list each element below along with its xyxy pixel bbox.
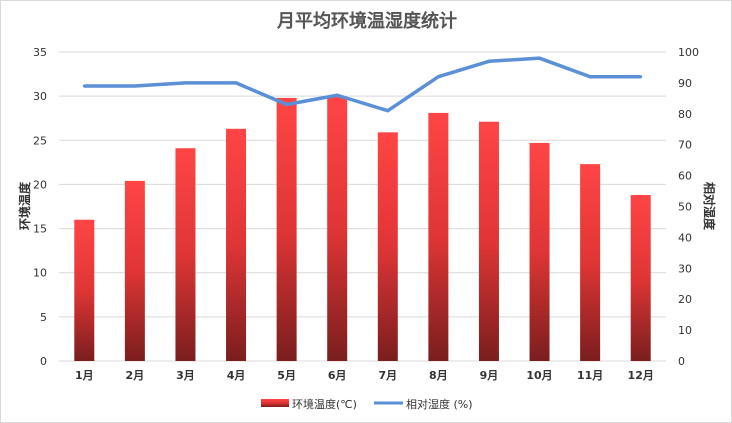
line-humidity xyxy=(84,56,641,113)
point-humidity xyxy=(285,103,289,107)
x-tick-label: 9月 xyxy=(480,369,499,382)
x-tick-label: 2月 xyxy=(126,369,145,382)
x-tick-label: 11月 xyxy=(577,369,603,382)
point-humidity xyxy=(133,84,137,88)
y2-tick-label: 30 xyxy=(678,262,692,275)
point-humidity xyxy=(234,81,238,85)
bar-temperature xyxy=(276,97,297,361)
y-tick-label: 35 xyxy=(33,46,47,59)
point-humidity xyxy=(335,93,339,97)
y2-tick-label: 60 xyxy=(678,170,692,183)
x-tick-label: 6月 xyxy=(328,369,347,382)
y2-tick-label: 70 xyxy=(678,139,692,152)
y-tick-label: 10 xyxy=(33,267,47,280)
x-tick-label: 3月 xyxy=(176,369,195,382)
bar-temperature xyxy=(529,142,550,361)
x-tick-label: 1月 xyxy=(75,369,94,382)
point-humidity xyxy=(588,75,592,79)
y-tick-label: 0 xyxy=(40,355,47,368)
point-humidity xyxy=(538,56,542,60)
x-tick-label: 8月 xyxy=(429,369,448,382)
y2-axis-label: 相对湿度 xyxy=(702,182,717,231)
x-tick-label: 10月 xyxy=(526,369,552,382)
point-humidity xyxy=(82,84,86,88)
bar-temperature xyxy=(124,180,145,361)
y-tick-label: 30 xyxy=(33,90,47,103)
bar-temperature xyxy=(175,148,196,361)
point-humidity xyxy=(639,75,643,79)
y2-tick-label: 100 xyxy=(678,46,699,59)
point-humidity xyxy=(436,75,440,79)
point-humidity xyxy=(386,109,390,113)
y-tick-label: 20 xyxy=(33,178,47,191)
point-humidity xyxy=(487,59,491,63)
y2-tick-label: 20 xyxy=(678,293,692,306)
bar-temperature xyxy=(327,97,348,362)
y2-tick-label: 80 xyxy=(678,108,692,121)
y2-tick-label: 0 xyxy=(678,355,685,368)
y2-tick-label: 40 xyxy=(678,231,692,244)
bar-temperature xyxy=(580,164,601,361)
legend: 环境温度(℃) 相对湿度 (%) xyxy=(261,397,473,411)
x-tick-label: 12月 xyxy=(628,369,654,382)
bar-temperature xyxy=(478,121,499,361)
bar-temperature xyxy=(226,128,247,361)
chart-title: 月平均环境温湿度统计 xyxy=(276,10,457,32)
y-axis-label: 环境温度 xyxy=(17,181,32,230)
point-humidity xyxy=(183,81,187,85)
y-tick-label: 15 xyxy=(33,223,47,236)
y2-tick-label: 10 xyxy=(678,324,692,337)
x-tick-label: 5月 xyxy=(277,369,296,382)
y2-tick-label: 90 xyxy=(678,77,692,90)
legend-label-temperature: 环境温度(℃) xyxy=(292,397,357,411)
legend-label-humidity: 相对湿度 (%) xyxy=(406,397,473,411)
y-tick-label: 5 xyxy=(40,311,47,324)
bar-temperature xyxy=(428,112,449,361)
bar-temperature xyxy=(74,219,95,361)
x-tick-label: 7月 xyxy=(378,369,397,382)
x-tick-label: 4月 xyxy=(227,369,246,382)
y-tick-label: 25 xyxy=(33,134,47,147)
bar-temperature xyxy=(630,195,651,361)
legend-swatch-temperature xyxy=(261,399,289,407)
bar-temperature xyxy=(377,132,398,361)
y2-tick-label: 50 xyxy=(678,201,692,214)
